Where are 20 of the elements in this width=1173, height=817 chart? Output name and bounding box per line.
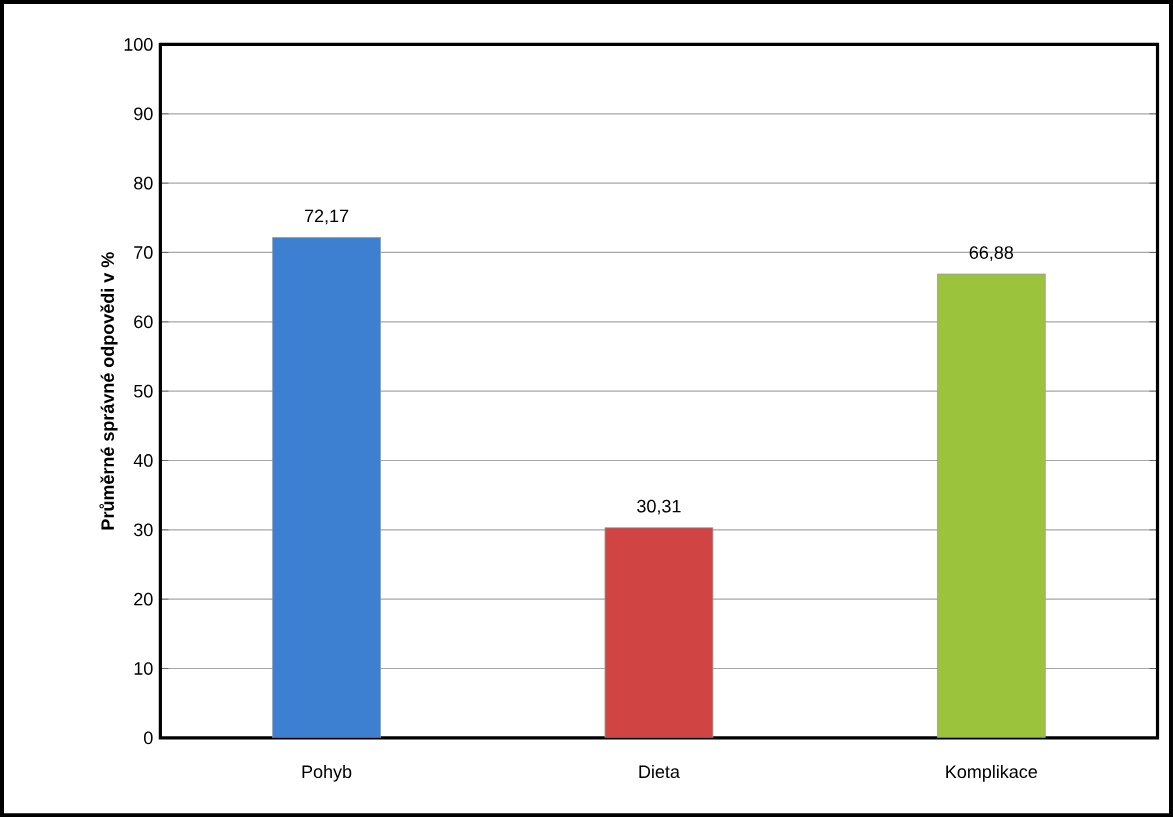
y-tick-label: 40: [133, 453, 153, 467]
x-tick-label: Dieta: [639, 764, 680, 778]
x-tick-label: Komplikace: [946, 764, 1037, 782]
y-tick-label: 100: [124, 37, 153, 51]
y-tick-label: 70: [134, 245, 153, 259]
x-tick-label: Pohyb: [302, 764, 352, 782]
y-tick-label: 60: [134, 315, 153, 329]
data-label: 72,17: [304, 209, 349, 225]
y-tick-label: 80: [134, 176, 153, 190]
data-label: 30,31: [637, 499, 681, 515]
y-tick-label: 30: [134, 523, 153, 537]
y-tick-label: 10: [134, 661, 153, 675]
y-tick-label: 50: [134, 384, 153, 398]
y-axis-title: Průměrné správné odpovědi v %: [99, 252, 118, 530]
y-tick-label: 20: [134, 592, 153, 606]
y-tick-label: 0: [144, 731, 153, 745]
data-label: 66,88: [969, 246, 1014, 261]
bar: [936, 273, 1046, 738]
bar: [272, 236, 381, 738]
y-tick-label: 90: [134, 107, 153, 121]
